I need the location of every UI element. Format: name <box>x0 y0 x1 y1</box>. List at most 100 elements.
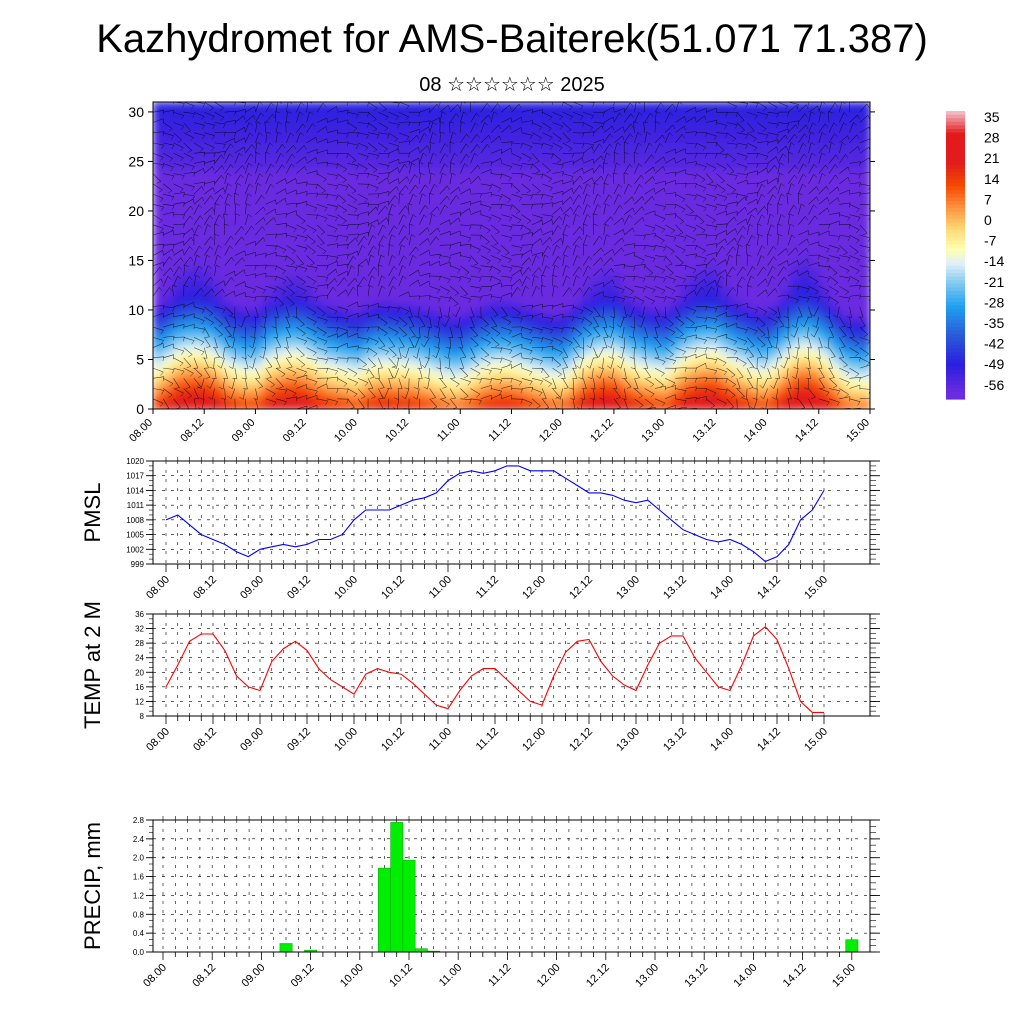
heatmap-cell <box>820 210 832 217</box>
heatmap-cell <box>451 210 463 217</box>
heatmap-cell <box>750 270 762 277</box>
heatmap-cell <box>561 235 573 242</box>
heatmap-cell <box>202 349 214 356</box>
heatmap-cell <box>461 116 473 123</box>
heatmap-cell <box>451 394 463 401</box>
heatmap-cell <box>581 344 593 351</box>
heatmap-cell <box>262 399 274 406</box>
heatmap-cell <box>312 161 324 168</box>
heatmap-cell <box>481 334 493 341</box>
heatmap-cell <box>611 265 623 272</box>
wind-barb <box>204 288 213 297</box>
heatmap-cell <box>621 225 632 232</box>
heatmap-cell <box>242 141 254 148</box>
heatmap-cell <box>790 359 802 366</box>
heatmap-cell <box>650 111 662 118</box>
heatmap-cell <box>760 250 772 257</box>
heatmap-cell <box>441 359 453 366</box>
heatmap-cell <box>850 384 862 391</box>
heatmap-cell <box>491 379 503 386</box>
wind-barb <box>153 267 161 277</box>
wind-barb <box>153 343 164 348</box>
heatmap-cell <box>292 389 304 396</box>
heatmap-cell <box>481 359 493 366</box>
heatmap-cell <box>700 121 712 128</box>
heatmap-cell <box>770 191 782 198</box>
heatmap-cell <box>232 344 244 351</box>
heatmap-cell <box>401 324 413 331</box>
heatmap-cell <box>740 309 752 316</box>
heatmap-cell <box>601 334 613 341</box>
heatmap-cell <box>611 329 623 336</box>
heatmap-cell <box>511 220 523 227</box>
wind-barb-flag <box>218 323 223 327</box>
heatmap-cell <box>501 166 513 173</box>
wind-barb <box>214 175 222 185</box>
heatmap-cell <box>680 220 692 227</box>
heatmap-cell <box>640 121 652 128</box>
heatmap-cell <box>392 245 403 252</box>
heatmap-cell <box>232 126 244 133</box>
heatmap-cell <box>780 369 792 376</box>
heatmap-cell <box>252 116 264 123</box>
heatmap-cell <box>202 399 214 406</box>
heatmap-cell <box>631 309 642 316</box>
heatmap-cell <box>431 354 443 361</box>
heatmap-cell <box>860 399 870 406</box>
heatmap-cell <box>581 295 593 302</box>
heatmap-cell <box>551 191 563 198</box>
heatmap-cell <box>262 171 274 178</box>
heatmap-cell <box>611 161 623 168</box>
heatmap-cell <box>660 215 672 222</box>
wind-barb <box>193 347 205 353</box>
heatmap-cell <box>312 265 324 272</box>
wind-barb <box>173 367 185 372</box>
heatmap-cell <box>720 280 732 287</box>
heatmap-cell <box>182 126 194 133</box>
heatmap-cell <box>840 324 852 331</box>
heatmap-cell <box>322 295 334 302</box>
heatmap-cell <box>541 116 553 123</box>
heatmap-cell <box>431 314 443 321</box>
heatmap-cell <box>720 141 732 148</box>
heatmap-cell <box>302 176 314 183</box>
heatmap-cell <box>611 225 623 232</box>
heatmap-cell <box>212 191 224 198</box>
heatmap-cell <box>601 359 613 366</box>
heatmap-cell <box>631 220 642 227</box>
heatmap-cell <box>601 116 613 123</box>
heatmap-cell <box>780 344 792 351</box>
heatmap-cell <box>760 106 772 113</box>
heatmap-cell <box>382 121 393 128</box>
heatmap-cell <box>521 305 533 311</box>
heatmap-cell <box>720 339 732 346</box>
wind-barb <box>214 111 225 118</box>
heatmap-cell <box>292 156 304 163</box>
heatmap-cell <box>401 245 413 252</box>
heatmap-cell <box>262 230 274 237</box>
heatmap-cell <box>202 235 214 242</box>
heatmap-cell <box>372 102 384 108</box>
heatmap-cell <box>810 344 822 351</box>
heatmap-cell <box>790 399 802 406</box>
heatmap-cell <box>451 230 463 237</box>
wind-barb <box>193 265 200 277</box>
heatmap-cell <box>192 329 204 336</box>
heatmap-cell <box>162 245 174 252</box>
heatmap-cell <box>441 314 453 321</box>
heatmap-cell <box>172 394 184 401</box>
heatmap-cell <box>680 359 692 366</box>
heatmap-cell <box>481 295 493 302</box>
heatmap-cell <box>272 220 284 227</box>
heatmap-cell <box>650 309 662 316</box>
wind-barb <box>203 265 209 277</box>
heatmap-cell <box>770 399 782 406</box>
heatmap-cell <box>481 285 493 292</box>
heatmap-cell <box>650 151 662 158</box>
wind-barb <box>234 257 243 266</box>
wind-barb <box>193 160 205 164</box>
wind-barb <box>234 174 242 185</box>
heatmap-cell <box>153 201 164 207</box>
heatmap-cell <box>153 215 164 222</box>
heatmap-cell <box>740 280 752 287</box>
